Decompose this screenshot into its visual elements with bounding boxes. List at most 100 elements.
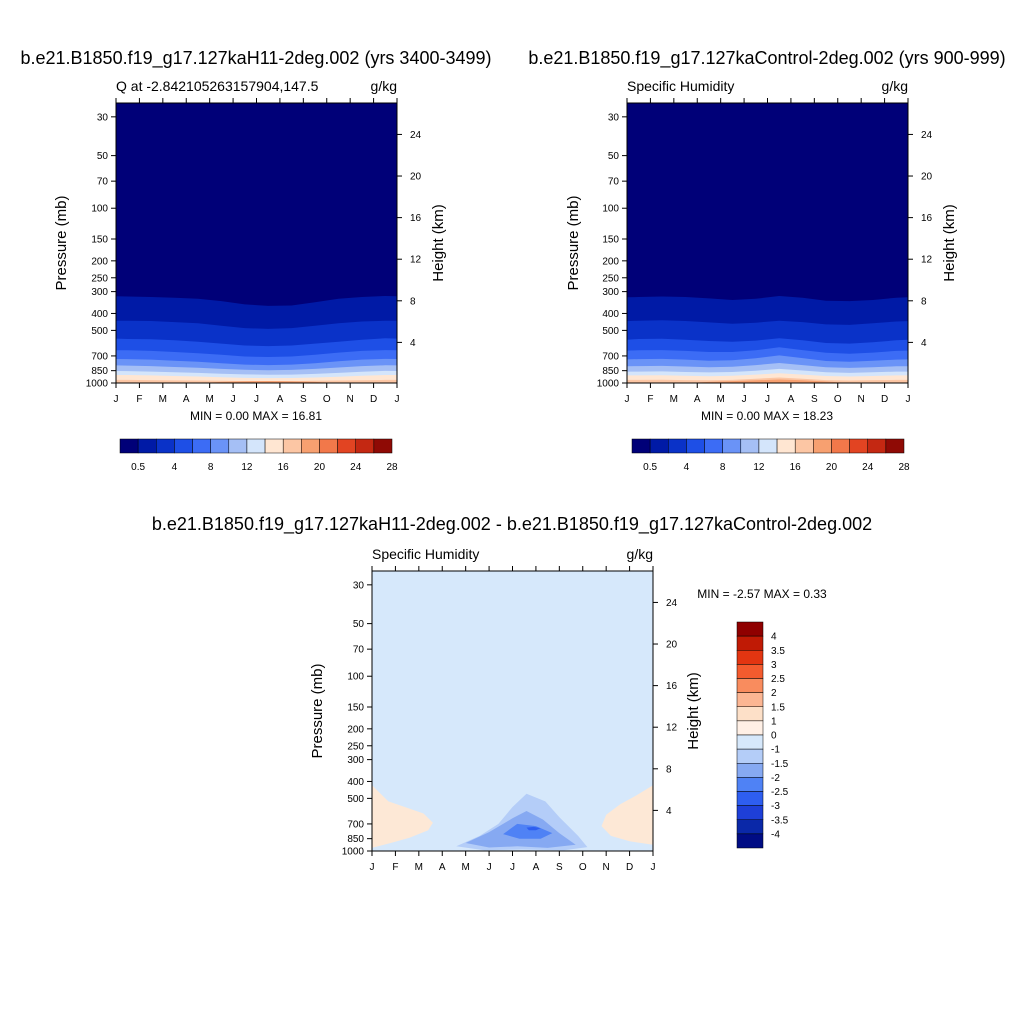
pressure-tick-label: 150 — [347, 703, 364, 714]
colorbar-swatch — [831, 438, 850, 454]
height-tick-label: 8 — [666, 764, 672, 775]
pressure-tick-label: 100 — [347, 672, 364, 683]
pressure-tick-label: 500 — [91, 326, 108, 337]
colorbar-swatch — [319, 438, 338, 454]
month-tick-label: J — [114, 394, 119, 405]
month-tick-label: M — [205, 394, 213, 405]
pressure-tick-label: 250 — [91, 273, 108, 284]
height-tick-label: 16 — [666, 681, 678, 692]
colorbar-swatch — [668, 438, 687, 454]
colorbar-swatch — [776, 438, 796, 454]
pressure-tick-label: 850 — [91, 366, 108, 377]
colorbar-swatch — [885, 438, 905, 454]
colorbar-label: 0.5 — [131, 462, 145, 473]
month-tick-label: N — [858, 394, 865, 405]
month-tick-label: J — [395, 394, 400, 405]
colorbar-swatch — [210, 438, 230, 454]
subtitle-left-panel-right: Specific Humidity — [627, 78, 734, 94]
subtitle-left-panel-left: Q at -2.842105263157904,147.5 — [116, 78, 319, 94]
axes-right: 30 50 70 100 150 200 250 300 400 500 700 850 1000 24 2… — [597, 98, 933, 405]
colorbar-label: 4 — [684, 462, 690, 473]
month-tick-label: J — [231, 394, 236, 405]
month-tick-label: J — [625, 394, 630, 405]
colorbar-label: 28 — [386, 462, 398, 473]
height-tick-label: 4 — [666, 806, 672, 817]
subtitle-left-panel-diff: Specific Humidity — [372, 546, 479, 562]
month-tick-label: F — [647, 394, 653, 405]
pressure-tick-label: 400 — [602, 309, 619, 320]
anomaly-contour — [601, 785, 653, 845]
colorbar-label: 3 — [771, 660, 777, 671]
month-tick-label: M — [716, 394, 724, 405]
anomaly-contour — [526, 826, 541, 831]
pressure-tick-label: 850 — [347, 834, 364, 845]
month-tick-label: N — [603, 862, 610, 873]
colorbar-label: 3.5 — [771, 646, 785, 657]
pressure-tick-label: 700 — [347, 819, 364, 830]
pressure-tick-label: 300 — [347, 755, 364, 766]
colorbar-label: 4 — [172, 462, 178, 473]
colorbar-swatch — [736, 650, 764, 665]
month-tick-label: A — [694, 394, 701, 405]
pressure-tick-label: 30 — [608, 112, 620, 123]
colorbar-label: 16 — [278, 462, 290, 473]
colorbar-label: 0 — [771, 731, 777, 742]
colorbar-swatch — [736, 777, 764, 792]
colorbar-swatch — [736, 720, 764, 736]
y-axis-right-label-right: Height (km) — [941, 204, 958, 282]
colorbar-label: -2.5 — [771, 787, 789, 798]
pressure-tick-label: 150 — [602, 235, 619, 246]
colorbar-swatch — [156, 438, 175, 454]
month-tick-label: O — [323, 394, 331, 405]
height-tick-label: 20 — [410, 172, 422, 183]
contour-fill-left — [116, 103, 397, 383]
pressure-tick-label: 50 — [97, 151, 109, 162]
pressure-tick-label: 30 — [353, 580, 365, 591]
pressure-tick-label: 500 — [347, 794, 364, 805]
month-tick-label: F — [392, 862, 398, 873]
y-axis-label-diff: Pressure (mb) — [309, 663, 326, 758]
colorbar-swatch — [282, 438, 302, 454]
colorbar-label: 4 — [771, 632, 777, 643]
colorbar-label: 2 — [771, 688, 777, 699]
colorbar-label: 0.5 — [643, 462, 657, 473]
subtitle-right-panel-left: g/kg — [371, 78, 397, 94]
colorbar-swatch — [736, 763, 764, 778]
y-axis-right-label-diff: Height (km) — [685, 672, 702, 750]
month-tick-label: N — [347, 394, 354, 405]
month-tick-label: S — [811, 394, 818, 405]
month-tick-label: O — [579, 862, 587, 873]
colorbar-label: 16 — [790, 462, 802, 473]
height-tick-label: 12 — [666, 723, 678, 734]
month-tick-label: D — [370, 394, 377, 405]
subtitle-right-panel-diff: g/kg — [627, 546, 653, 562]
y-axis-right-label-left: Height (km) — [430, 204, 447, 282]
colorbar-swatch — [736, 734, 764, 750]
colorbar-label: 8 — [720, 462, 726, 473]
height-tick-label: 24 — [666, 598, 678, 609]
colorbar-label: -3.5 — [771, 815, 789, 826]
colorbar-label: 20 — [826, 462, 838, 473]
anomaly-contour — [503, 823, 553, 839]
contour-background — [372, 571, 653, 851]
colorbar-swatch — [228, 438, 248, 454]
month-tick-label: A — [533, 862, 540, 873]
colorbar-swatch — [736, 635, 764, 651]
colorbar-swatch — [246, 438, 266, 454]
height-tick-label: 16 — [410, 213, 422, 224]
pressure-tick-label: 500 — [602, 326, 619, 337]
height-tick-label: 24 — [921, 130, 933, 141]
colorbar-label: 12 — [753, 462, 765, 473]
month-tick-label: A — [439, 862, 446, 873]
colorbar-swatch — [736, 621, 764, 637]
colorbar-label: -1 — [771, 745, 780, 756]
colorbar-label: -4 — [771, 829, 780, 840]
pressure-tick-label: 100 — [602, 204, 619, 215]
month-tick-label: J — [254, 394, 259, 405]
height-tick-label: 4 — [410, 338, 416, 349]
month-tick-label: J — [370, 862, 375, 873]
pressure-tick-label: 70 — [353, 645, 365, 656]
colorbar-label: 24 — [350, 462, 362, 473]
pressure-tick-label: 50 — [353, 619, 365, 630]
colorbar-swatch — [301, 438, 320, 454]
